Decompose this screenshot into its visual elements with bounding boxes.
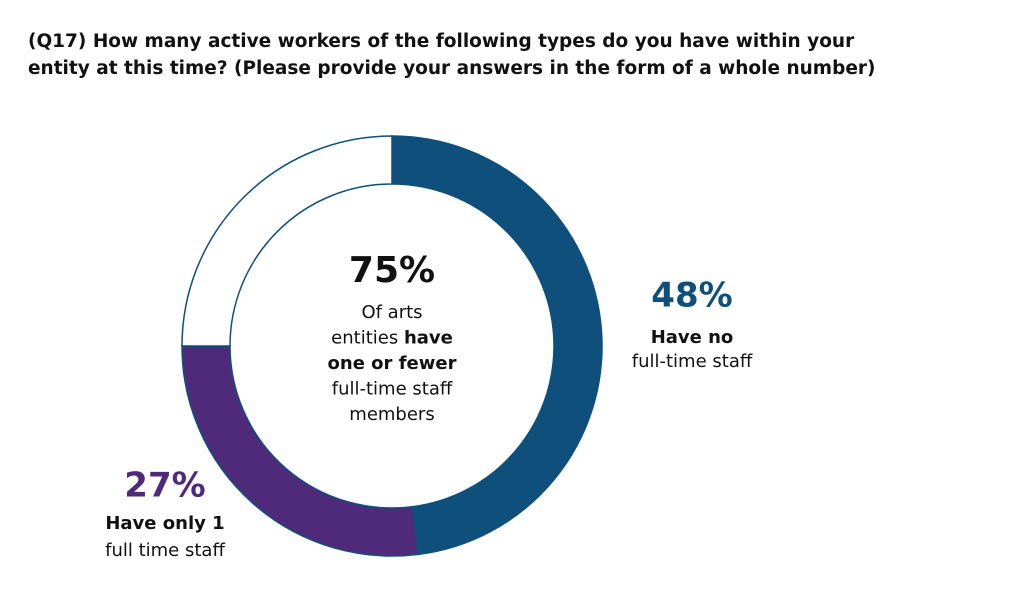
center-text-run: one or fewer — [328, 353, 457, 374]
donut-segment — [181, 135, 393, 347]
center-text-run: full-time staff — [332, 379, 453, 400]
chart-title: entity at this time? (Please provide you… — [28, 58, 875, 79]
value-label: 27% — [124, 466, 205, 506]
value-label: 48% — [651, 276, 732, 316]
center-text: entities have — [331, 328, 453, 349]
chart-title: (Q17) How many active workers of the fol… — [28, 31, 855, 52]
center-text: one or fewer — [328, 353, 457, 374]
segment-label: full time staff — [105, 540, 225, 561]
segment-label: full-time staff — [632, 351, 753, 372]
center-text-run: entities — [331, 328, 404, 349]
center-value: 75% — [349, 250, 435, 291]
center-text-run: have — [404, 328, 453, 349]
segment-label: Have no — [651, 327, 734, 348]
center-text: full-time staff — [332, 379, 453, 400]
segment-label: Have only 1 — [105, 513, 224, 534]
center-text-run: members — [349, 404, 434, 425]
donut-segment — [391, 135, 603, 556]
center-text: members — [349, 404, 434, 425]
center-text: Of arts — [361, 302, 422, 323]
center-text-run: Of arts — [361, 302, 422, 323]
